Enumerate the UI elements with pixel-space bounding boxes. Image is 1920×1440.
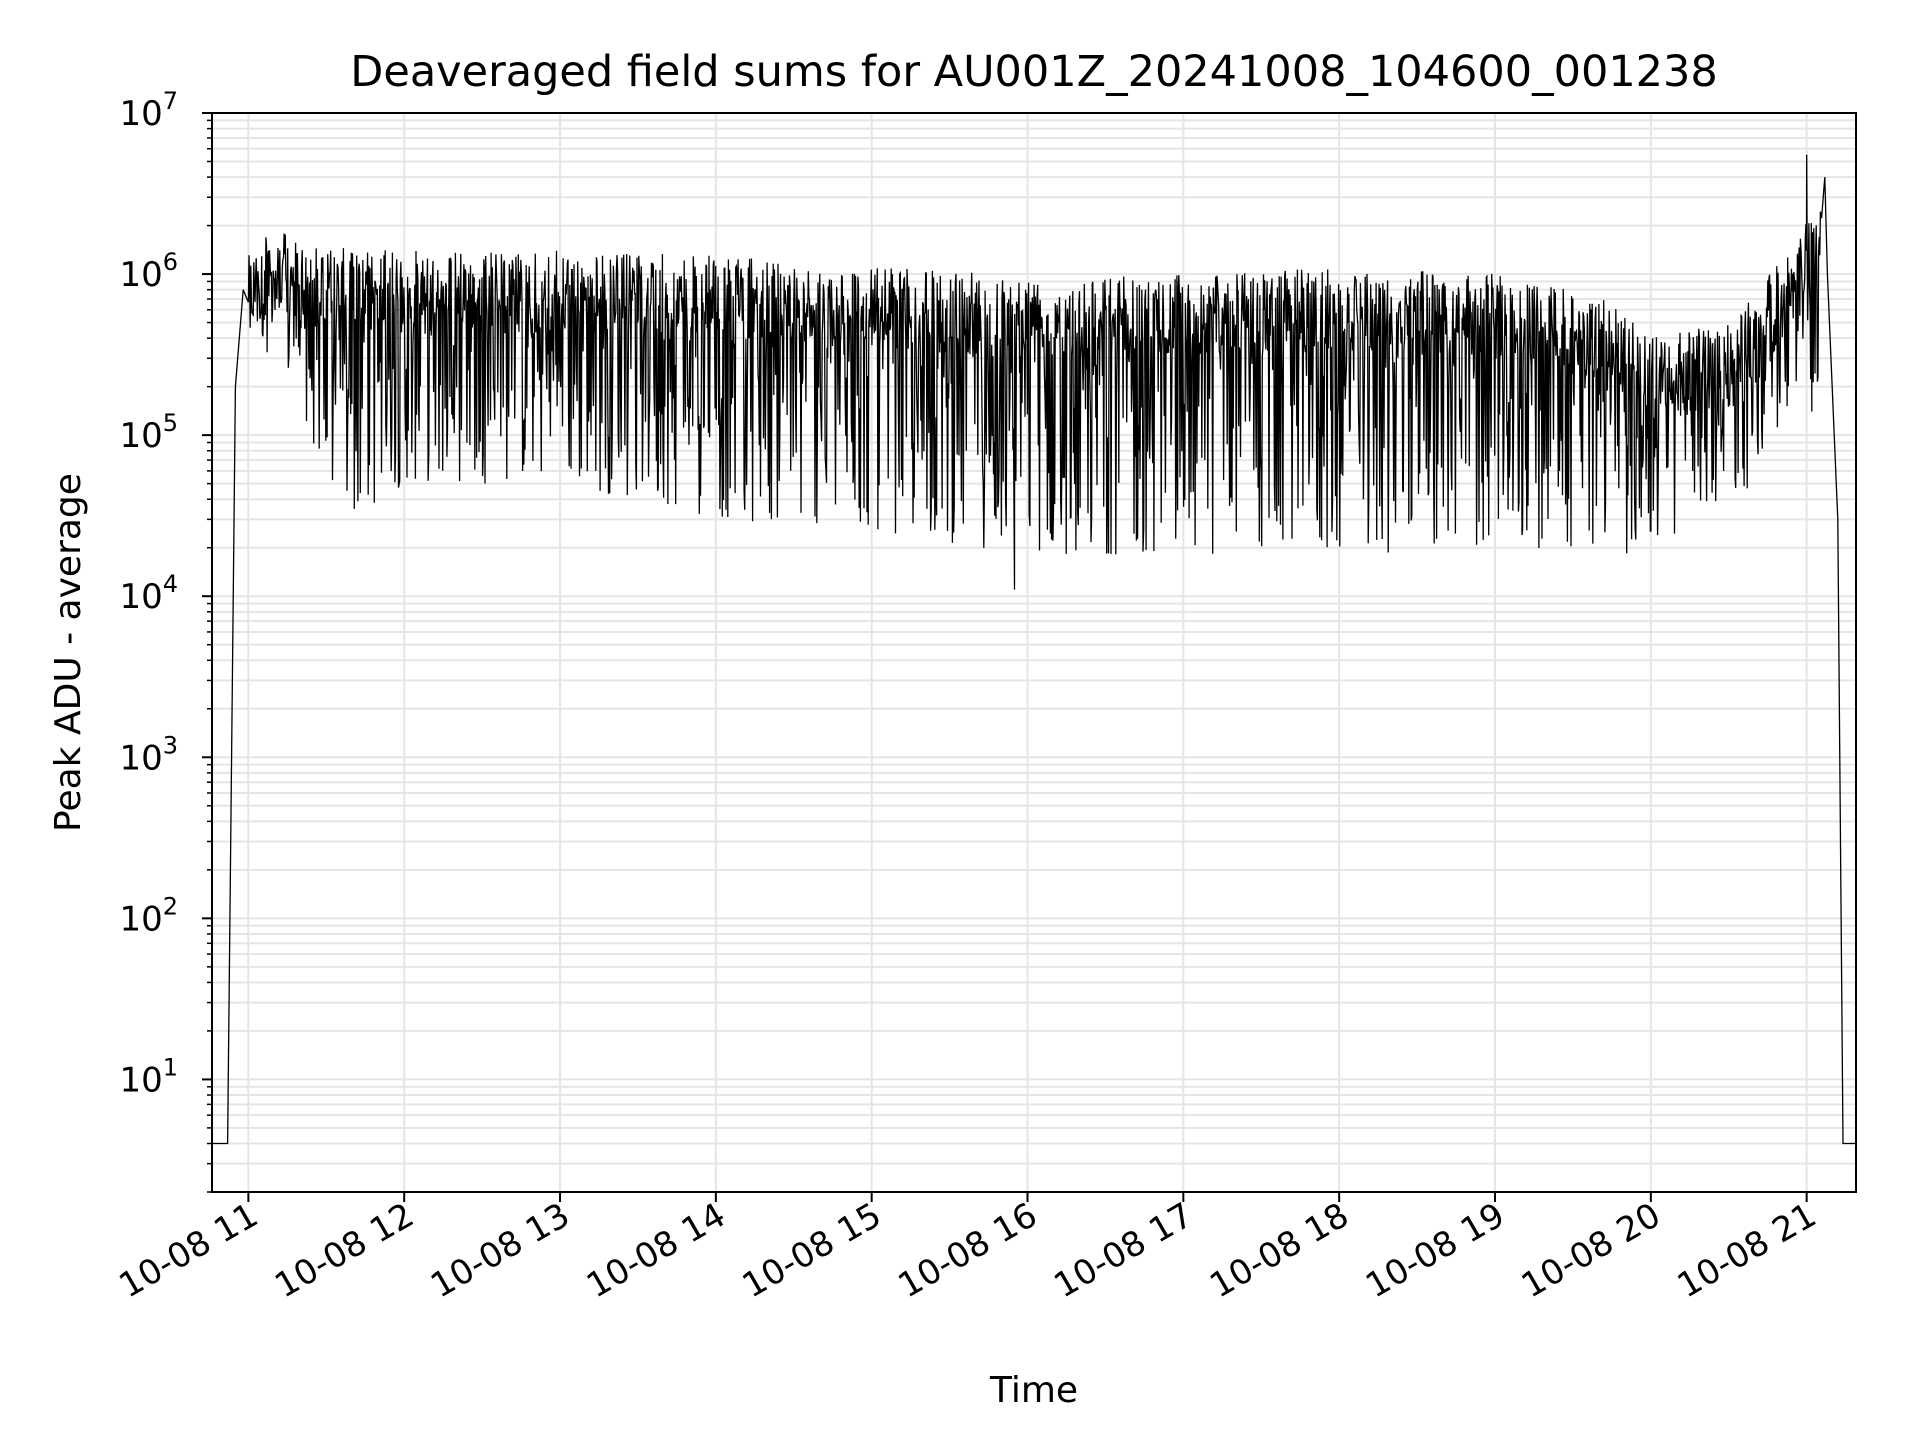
y-tick-label: 104: [119, 570, 178, 617]
x-axis-title: Time: [989, 1370, 1078, 1411]
y-tick-label: 102: [119, 892, 178, 939]
chart-title: Deaveraged field sums for AU001Z_2024100…: [350, 47, 1718, 97]
y-tick-label: 106: [119, 248, 178, 295]
series-line: [212, 154, 1856, 1145]
x-tick-label: 10-08 12: [268, 1195, 420, 1306]
x-tick-label: 10-08 21: [1671, 1195, 1823, 1306]
x-axis: 10-08 11 10-08 12 10-08 13 10-08 14 10-08 15…: [112, 1192, 1823, 1306]
series-layer: [212, 154, 1856, 1145]
x-tick-label: 10-08 20: [1515, 1195, 1667, 1306]
plot-frame: [211, 112, 1857, 1193]
x-tick-label: 10-08 19: [1359, 1195, 1511, 1306]
x-tick-label: 10-08 17: [1047, 1195, 1199, 1306]
x-tick-label: 10-08 15: [736, 1195, 888, 1306]
y-tick-label: 105: [119, 409, 178, 456]
x-tick-label: 10-08 11: [112, 1195, 264, 1306]
y-tick-label: 101: [119, 1053, 178, 1100]
x-tick-label: 10-08 16: [892, 1195, 1044, 1306]
y-tick-label: 103: [119, 731, 178, 778]
y-tick-label: 107: [119, 87, 178, 134]
x-tick-label: 10-08 18: [1203, 1195, 1355, 1306]
y-axis: 101 102 103 104 105 106 107: [119, 87, 212, 1193]
x-tick-label: 10-08 14: [580, 1195, 732, 1306]
x-tick-label: 10-08 13: [424, 1195, 576, 1306]
y-axis-title: Peak ADU - average: [48, 473, 89, 832]
